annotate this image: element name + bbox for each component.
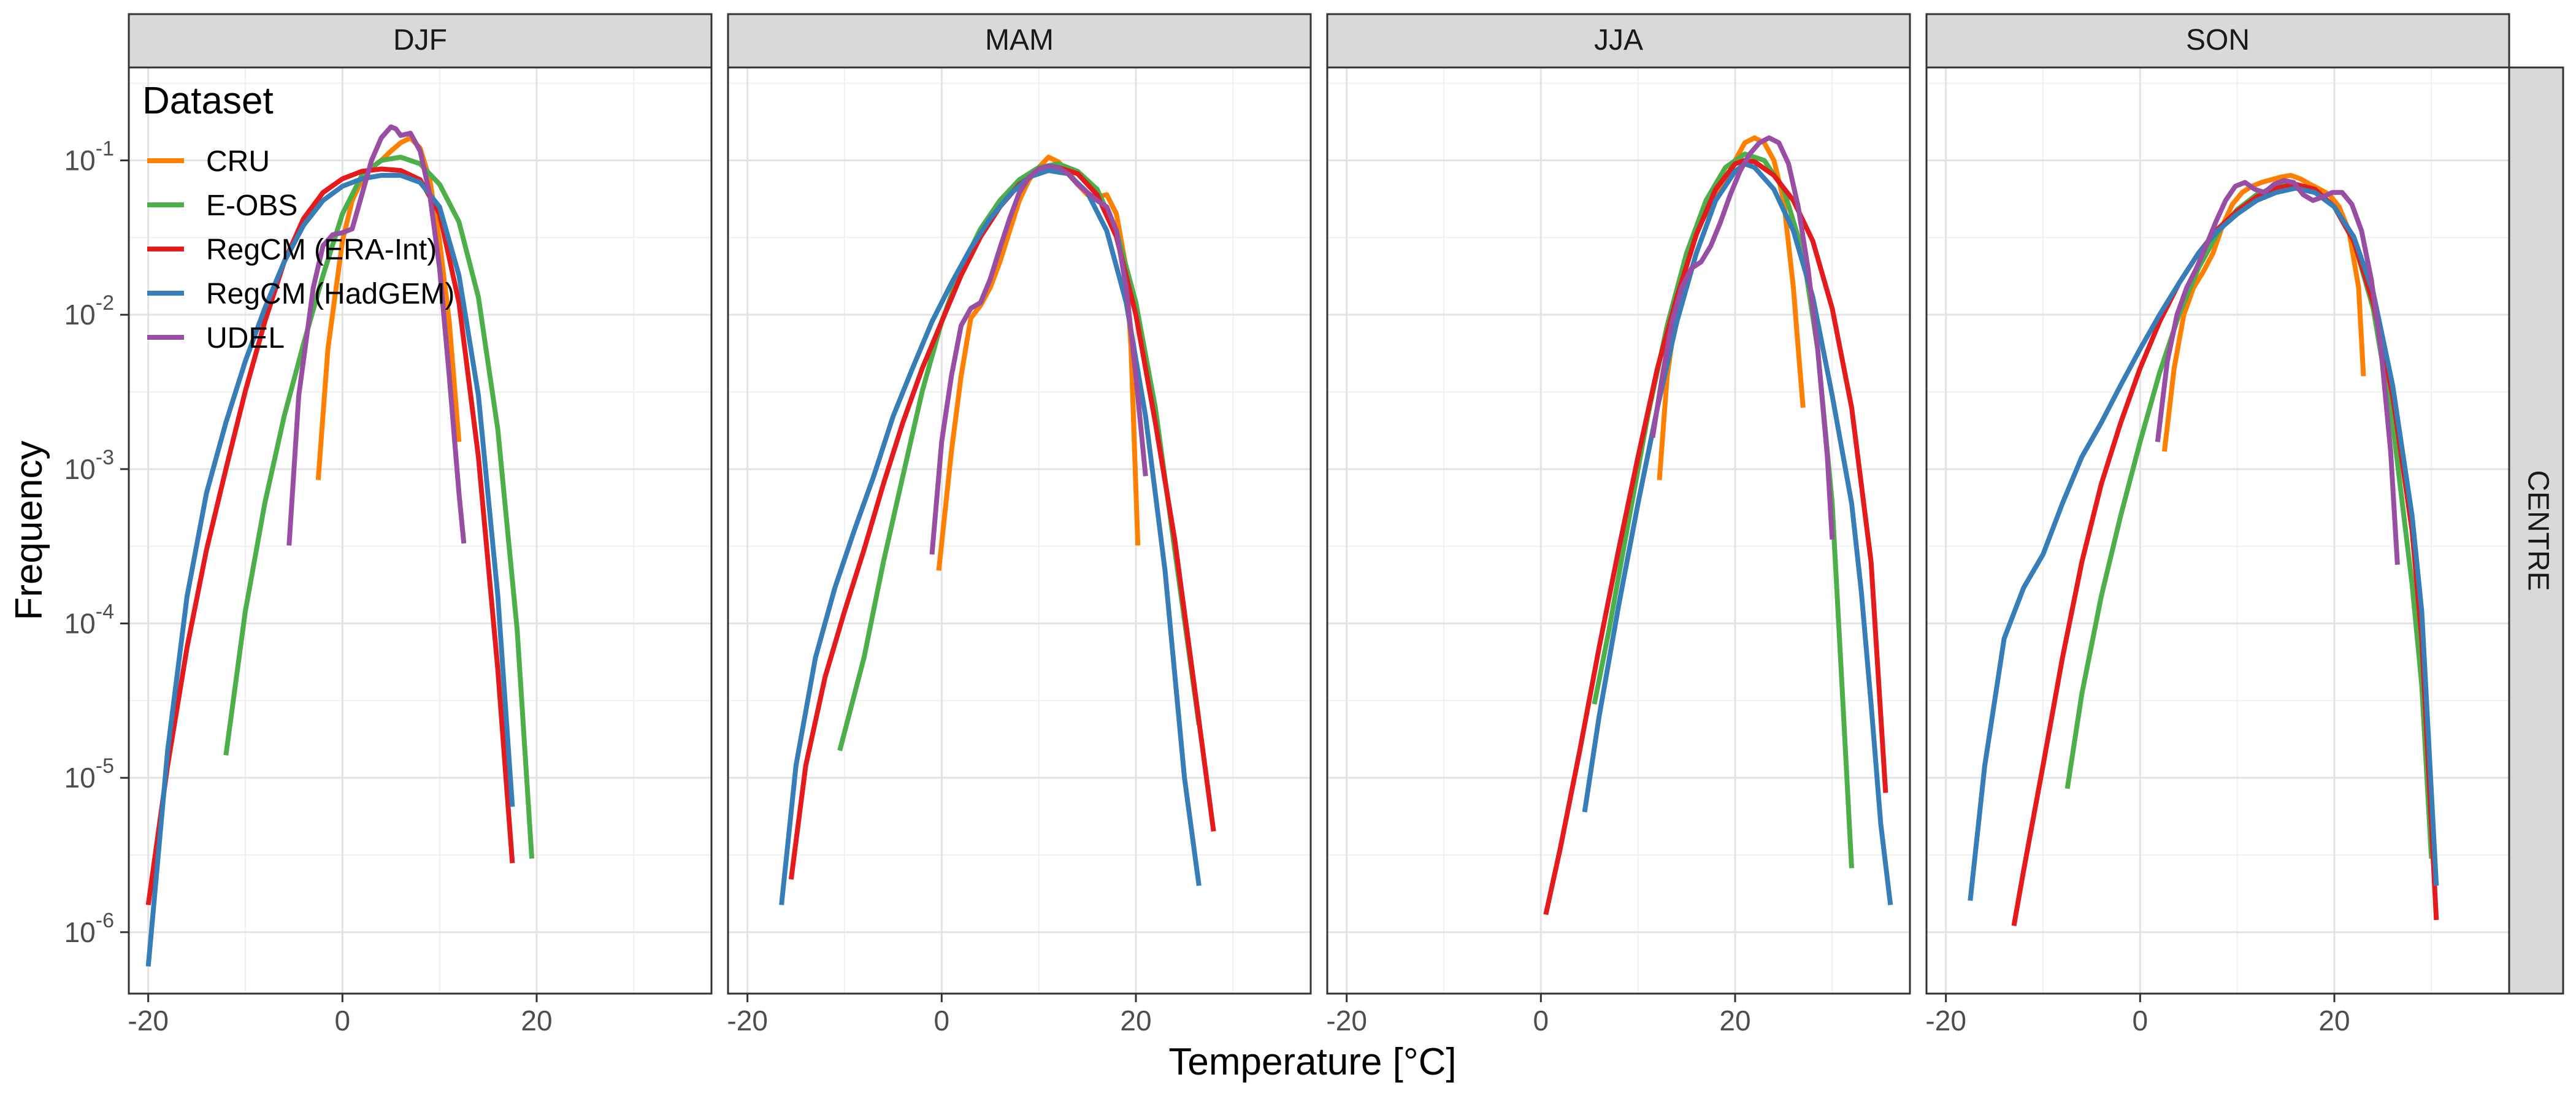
x-tick-label: 0 [1533, 1005, 1549, 1037]
panel-background [1327, 67, 1910, 994]
series-line-cru [936, 155, 1141, 571]
strip-label: JJA [1594, 24, 1643, 56]
legend: Dataset CRU E-OBS RegCM (ERA-Int) RegCM (Ha… [142, 80, 454, 355]
panel-border [128, 66, 713, 995]
legend-label: RegCM (HadGEM) [206, 278, 454, 310]
x-tick-label: 0 [934, 1005, 950, 1037]
panel-background [728, 67, 1311, 994]
series-line-cru [315, 135, 462, 480]
row-strip-label: CENTRE [2521, 470, 2554, 591]
x-tick-label: 20 [521, 1005, 552, 1037]
y-tick-label: 10-5 [64, 754, 114, 794]
y-tick-label: 10-1 [64, 137, 114, 177]
x-tick-label: -20 [1925, 1005, 1966, 1037]
x-tick-label: 0 [2133, 1005, 2149, 1037]
legend-item: E-OBS [147, 190, 297, 222]
strip-background [1925, 13, 2510, 69]
series-lines [1543, 135, 1893, 916]
legend-label: CRU [206, 145, 270, 178]
y-axis-title: Frequency [8, 441, 50, 621]
x-tick-label: -20 [128, 1005, 168, 1037]
legend-item: RegCM (HadGEM) [147, 278, 454, 310]
legend-title: Dataset [142, 80, 274, 122]
y-tick-label: 10-3 [64, 446, 114, 485]
strip-background [727, 13, 1312, 69]
series-lines [1968, 172, 2439, 927]
panel-djf: DJF -20 0 20 [128, 13, 713, 1037]
panel-background [129, 67, 711, 994]
strip-background [1326, 13, 1911, 69]
panels-layer: DJF -20 0 20 MAM -20 0 20 JJA -20 0 20 SON -20 0 20 [128, 13, 2510, 1037]
strip-background [128, 13, 713, 69]
strip-label: SON [2186, 24, 2250, 56]
x-axis-title: Temperature [°C] [1168, 1041, 1456, 1083]
x-tick-label: -20 [1326, 1005, 1367, 1037]
panel-mam: MAM -20 0 20 [727, 13, 1312, 1037]
strip-label: DJF [393, 24, 447, 56]
panel-jja: JJA -20 0 20 [1326, 13, 1911, 1037]
series-line-regcm-hadgem [1582, 161, 1893, 905]
y-axis: 10-1 10-2 10-3 10-4 10-5 10-6 [64, 137, 129, 948]
series-line-udel [286, 124, 467, 546]
x-tick-label: 20 [2318, 1005, 2350, 1037]
series-line-udel [929, 163, 1148, 555]
panel-border [727, 66, 1312, 995]
row-strip: CENTRE [2508, 66, 2564, 995]
row-strip-background [2508, 66, 2564, 995]
y-tick-label: 10-6 [64, 909, 114, 948]
y-tick-label: 10-2 [64, 291, 114, 331]
series-lines [779, 155, 1216, 905]
series-line-cru [2161, 172, 2366, 452]
legend-item: CRU [147, 145, 270, 178]
y-tick-label: 10-4 [64, 600, 114, 640]
legend-item: UDEL [147, 322, 285, 355]
legend-label: E-OBS [206, 190, 297, 222]
panel-border [1326, 66, 1911, 995]
series-line-udel [1650, 135, 1835, 540]
x-tick-label: 20 [1120, 1005, 1151, 1037]
series-line-e-obs [837, 161, 1202, 751]
series-line-udel [2155, 178, 2400, 565]
legend-label: RegCM (ERA-Int) [206, 234, 437, 266]
series-lines [145, 124, 535, 967]
legend-item: RegCM (ERA-Int) [147, 234, 437, 266]
strip-label: MAM [985, 24, 1054, 56]
x-tick-label: 0 [335, 1005, 351, 1037]
panel-son: SON -20 0 20 [1925, 13, 2510, 1037]
x-tick-label: -20 [727, 1005, 767, 1037]
x-tick-label: 20 [1719, 1005, 1750, 1037]
series-line-regcm-era-int [1543, 158, 1888, 916]
legend-label: UDEL [206, 322, 285, 355]
series-line-regcm-hadgem [145, 172, 515, 967]
series-line-e-obs [223, 155, 535, 859]
series-line-regcm-era-int [145, 166, 515, 906]
